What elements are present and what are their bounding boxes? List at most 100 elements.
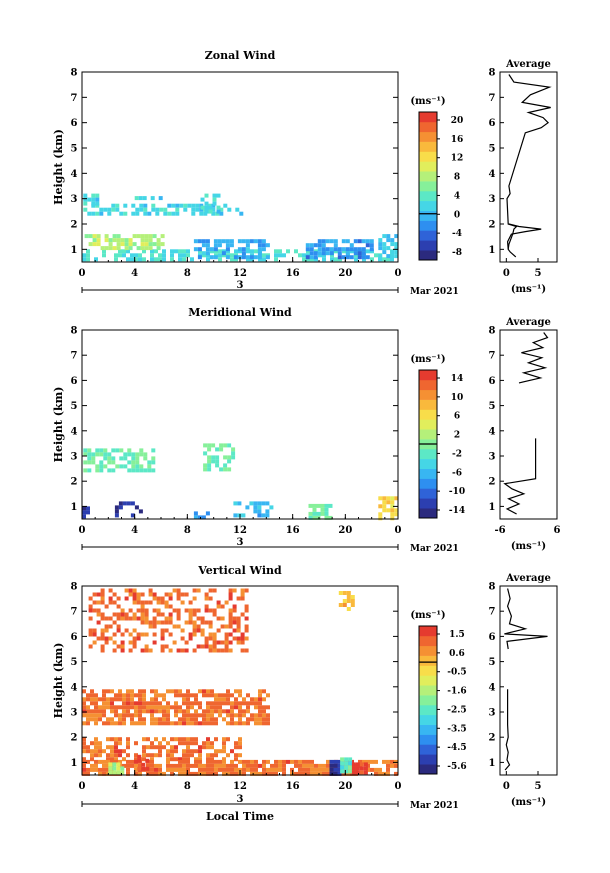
heatmap-cell xyxy=(142,717,146,722)
average-y-tick-label: 2 xyxy=(489,733,496,744)
heatmap-cell xyxy=(386,257,390,262)
heatmap-cell xyxy=(151,468,156,473)
heatmap-cell xyxy=(355,770,360,775)
average-y-tick-label: 3 xyxy=(489,708,496,719)
heatmap-cell xyxy=(158,717,162,722)
heatmap-cell xyxy=(134,713,138,718)
heatmap-cell xyxy=(136,608,141,613)
heatmap-cell xyxy=(207,459,212,464)
heatmap-cell xyxy=(202,763,206,768)
heatmap-cell xyxy=(238,721,242,726)
heatmap-cell xyxy=(237,513,242,518)
heatmap-cell xyxy=(100,592,105,597)
heatmap-cell xyxy=(176,616,181,621)
heatmap-cell xyxy=(363,766,368,771)
colorbar-swatch xyxy=(419,429,437,440)
heatmap-cell xyxy=(382,508,387,513)
heatmap-cell xyxy=(254,759,258,764)
heatmap-cell xyxy=(234,697,238,702)
heatmap-cell xyxy=(204,620,209,625)
heatmap-cell xyxy=(178,767,182,772)
heatmap-cell xyxy=(170,257,174,262)
heatmap-cell xyxy=(234,249,238,254)
heatmap-cell xyxy=(122,701,126,706)
heatmap-cell xyxy=(250,759,254,764)
heatmap-cell xyxy=(312,507,317,512)
heatmap-cell xyxy=(131,203,136,208)
heatmap-cell xyxy=(210,713,214,718)
heatmap-cell xyxy=(216,209,221,214)
heatmap-cell xyxy=(197,515,202,520)
heatmap-cell xyxy=(249,501,254,506)
average-x-tick-label: 0 xyxy=(503,268,510,279)
heatmap-cell xyxy=(95,448,100,453)
heatmap-cell xyxy=(100,600,105,605)
heatmap-cell xyxy=(128,608,133,613)
heatmap-cell xyxy=(176,592,181,597)
heatmap-cell xyxy=(132,628,137,633)
heatmap-cell xyxy=(226,713,230,718)
heatmap-cell xyxy=(134,709,138,714)
heatmap-cell xyxy=(100,648,105,653)
heatmap-cell xyxy=(86,749,90,754)
heatmap-cell xyxy=(116,762,121,767)
heatmap-cell xyxy=(140,600,145,605)
colorbar-swatch xyxy=(419,240,437,251)
heatmap-cell xyxy=(217,239,222,244)
heatmap-cell xyxy=(206,257,210,262)
heatmap-cell xyxy=(116,242,121,247)
heatmap-cell xyxy=(382,504,387,509)
heatmap-cell xyxy=(172,608,177,613)
heatmap-cell xyxy=(194,701,198,706)
heatmap-cell xyxy=(228,616,233,621)
heatmap-cell xyxy=(146,709,150,714)
heatmap-cell xyxy=(126,741,130,746)
heatmap-cell xyxy=(182,717,186,722)
heatmap-cell xyxy=(130,717,134,722)
heatmap-cell xyxy=(156,242,161,247)
heatmap-cell xyxy=(162,771,166,776)
heatmap-cell xyxy=(138,713,142,718)
heatmap-cell xyxy=(170,771,174,776)
heatmap-cell xyxy=(176,612,181,617)
heatmap-cell xyxy=(108,762,113,767)
heatmap-cell xyxy=(186,693,190,698)
heatmap-cell xyxy=(192,588,197,593)
heatmap-cell xyxy=(210,249,214,254)
heatmap-cell xyxy=(182,763,186,768)
heatmap-cell xyxy=(322,771,326,776)
heatmap-cell xyxy=(209,255,214,260)
heatmap-cell xyxy=(257,247,262,252)
heatmap-cell xyxy=(314,257,318,262)
heatmap-cell xyxy=(318,253,322,258)
heatmap-cell xyxy=(210,705,214,710)
heatmap-cell xyxy=(82,721,86,726)
heatmap-cell xyxy=(180,600,185,605)
heatmap-cell xyxy=(265,255,270,260)
heatmap-cell xyxy=(238,737,242,742)
heatmap-cell xyxy=(104,640,109,645)
heatmap-cell xyxy=(194,749,198,754)
heatmap-cell xyxy=(120,766,125,771)
heatmap-cell xyxy=(206,753,210,758)
heatmap-cell xyxy=(190,763,194,768)
heatmap-cell xyxy=(191,211,196,216)
heatmap-cell xyxy=(202,709,206,714)
heatmap-cell xyxy=(106,717,110,722)
heatmap-cell xyxy=(365,243,370,248)
heatmap-cell xyxy=(82,689,86,694)
heatmap-cell xyxy=(210,721,214,726)
heatmap-cell xyxy=(143,203,148,208)
heatmap-cell xyxy=(306,257,310,262)
heatmap-cell xyxy=(219,443,224,448)
heatmap-cell xyxy=(204,193,209,198)
heatmap-cell xyxy=(176,648,181,653)
heatmap-cell xyxy=(204,644,209,649)
heatmap-cell xyxy=(170,749,174,754)
heatmap-cell xyxy=(136,632,141,637)
colorbar-swatch xyxy=(419,675,437,686)
heatmap-cell xyxy=(258,689,262,694)
heatmap-cell xyxy=(100,588,105,593)
heatmap-cell xyxy=(240,596,245,601)
heatmap-cell xyxy=(198,249,202,254)
